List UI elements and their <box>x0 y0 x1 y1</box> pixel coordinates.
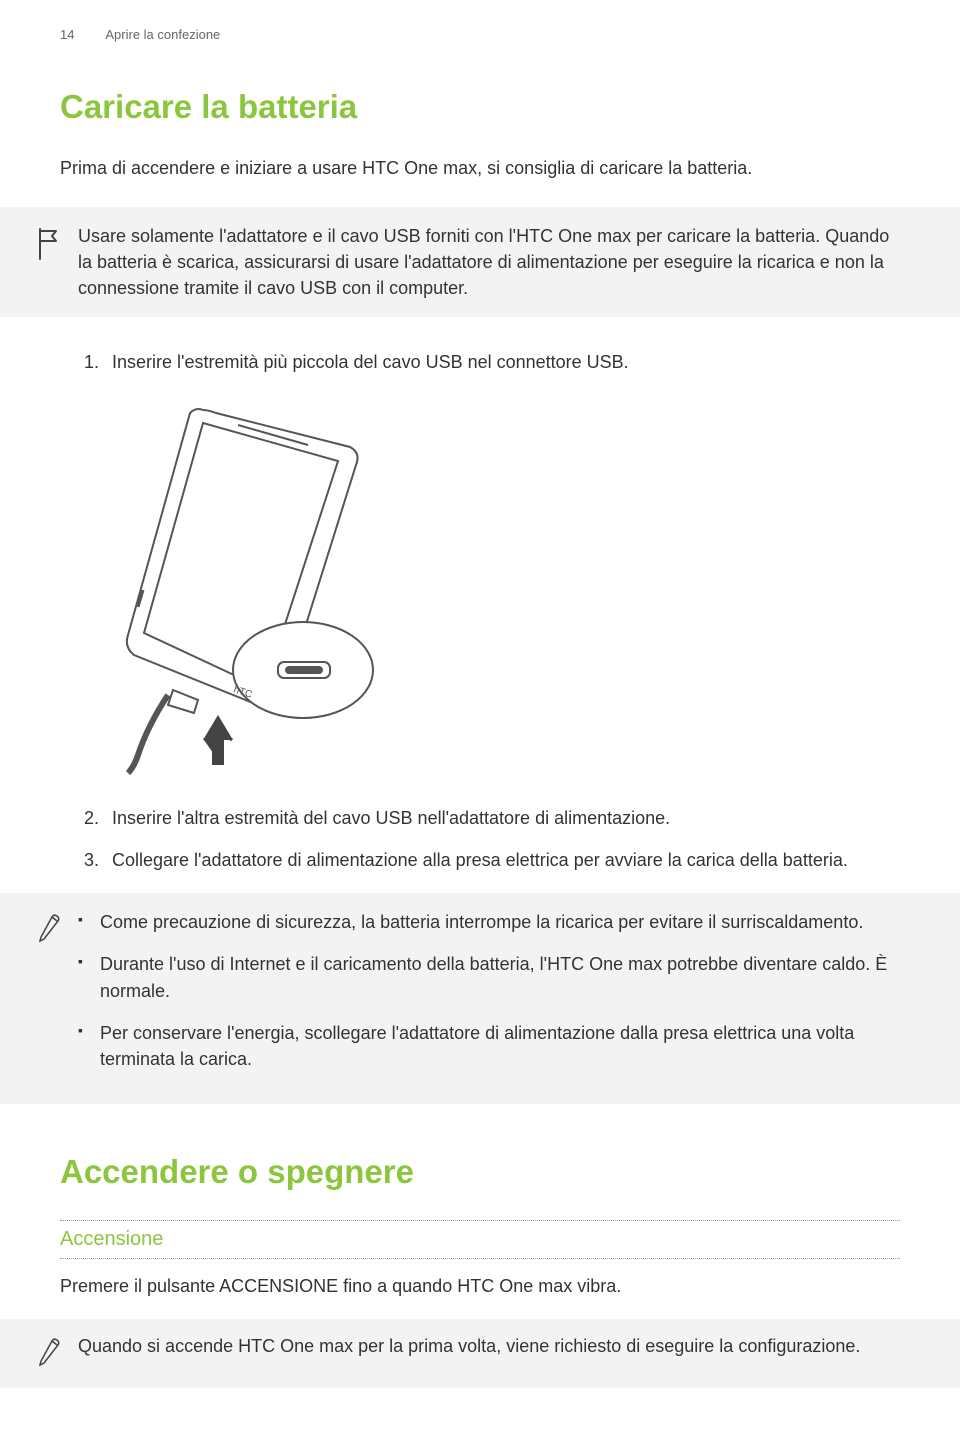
page-header: 14 Aprire la confezione <box>60 26 900 45</box>
steps-list: 1. Inserire l'estremità più piccola del … <box>84 349 900 375</box>
step-item: 2. Inserire l'altra estremità del cavo U… <box>84 805 900 831</box>
step-text: Collegare l'adattatore di alimentazione … <box>112 847 900 873</box>
note-text: Quando si accende HTC One max per la pri… <box>78 1333 940 1359</box>
flag-icon <box>36 227 62 268</box>
pencil-icon <box>36 913 62 950</box>
step-number: 1. <box>84 349 112 375</box>
pencil-icon <box>36 1337 62 1374</box>
section-title-power: Accendere o spegnere <box>60 1148 900 1196</box>
subsection-title: Accensione <box>60 1225 900 1254</box>
tip-note-box: Come precauzione di sicurezza, la batter… <box>0 893 960 1103</box>
tip-item: Durante l'uso di Internet e il caricamen… <box>78 951 900 1003</box>
section-title-charging: Caricare la batteria <box>60 83 900 131</box>
tip-item: Per conservare l'energia, scollegare l'a… <box>78 1020 900 1072</box>
step-number: 2. <box>84 805 112 831</box>
steps-list-cont: 2. Inserire l'altra estremità del cavo U… <box>84 805 900 873</box>
note-text: Usare solamente l'adattatore e il cavo U… <box>78 223 940 301</box>
phone-illustration: hTC <box>108 395 900 775</box>
power-on-text: Premere il pulsante ACCENSIONE fino a qu… <box>60 1273 900 1299</box>
phone-usb-diagram: hTC <box>108 395 398 775</box>
section-name: Aprire la confezione <box>105 27 220 42</box>
dotted-rule <box>60 1258 900 1259</box>
tip-note-box-small: Quando si accende HTC One max per la pri… <box>0 1319 960 1388</box>
intro-paragraph: Prima di accendere e iniziare a usare HT… <box>60 155 900 181</box>
step-text: Inserire l'altra estremità del cavo USB … <box>112 805 900 831</box>
dotted-rule <box>60 1220 900 1221</box>
tip-item: Come precauzione di sicurezza, la batter… <box>78 909 900 935</box>
step-number: 3. <box>84 847 112 873</box>
step-text: Inserire l'estremità più piccola del cav… <box>112 349 900 375</box>
step-item: 1. Inserire l'estremità più piccola del … <box>84 349 900 375</box>
tips-list: Come precauzione di sicurezza, la batter… <box>78 909 900 1071</box>
step-item: 3. Collegare l'adattatore di alimentazio… <box>84 847 900 873</box>
page-number: 14 <box>60 26 74 45</box>
flag-note-box: Usare solamente l'adattatore e il cavo U… <box>0 207 960 317</box>
